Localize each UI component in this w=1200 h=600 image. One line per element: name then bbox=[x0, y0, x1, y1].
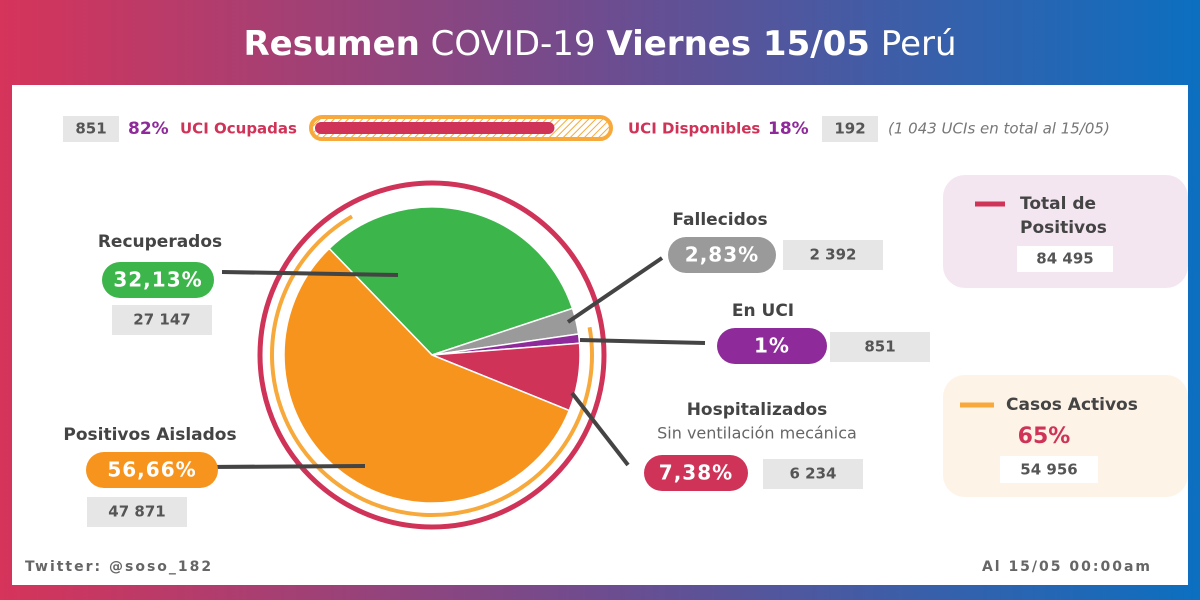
uci-available: 192 bbox=[834, 120, 865, 138]
uci-occupied-label: UCI Ocupadas bbox=[180, 120, 297, 138]
card-value: 54 956 bbox=[1020, 461, 1077, 479]
box bbox=[822, 116, 878, 142]
footer-left: Twitter: @soso_182 bbox=[25, 559, 213, 575]
pie-slice bbox=[283, 247, 571, 504]
title-bold: Resumen bbox=[243, 24, 419, 64]
count-label: 47 871 bbox=[108, 503, 165, 521]
uci-occupied: 851 bbox=[75, 120, 106, 138]
card-label: Positivos bbox=[1020, 218, 1107, 238]
count-box bbox=[830, 332, 930, 362]
leader-line bbox=[566, 256, 664, 324]
date: Viernes 15/05 bbox=[606, 24, 870, 64]
uci-available-label: UCI Disponibles bbox=[628, 120, 760, 138]
category-label: Fallecidos bbox=[672, 210, 767, 230]
pill bbox=[102, 262, 214, 298]
card-label: Total de bbox=[1020, 194, 1096, 214]
annotation: Sin ventilación mecánica bbox=[657, 424, 857, 443]
pill bbox=[717, 328, 827, 364]
uci-available-pct: 18% bbox=[768, 119, 809, 139]
count-label: 851 bbox=[864, 338, 895, 356]
card-value: 84 495 bbox=[1036, 250, 1093, 268]
value-label: 2,83% bbox=[685, 243, 759, 267]
category-label: Positivos Aislados bbox=[63, 425, 236, 445]
count-box bbox=[87, 497, 187, 527]
category-label: Hospitalizados bbox=[687, 400, 828, 420]
count-box bbox=[783, 240, 883, 270]
leader-line bbox=[221, 270, 399, 277]
uci-occupied-bar bbox=[315, 122, 555, 134]
value-label: 32,13% bbox=[113, 268, 202, 292]
uci-note: (1 043 UCIs en total al 15/05) bbox=[888, 120, 1110, 138]
leader-line bbox=[204, 464, 366, 469]
box bbox=[1017, 246, 1113, 272]
title: Resumen COVID-19 Viernes 15/05 Perú bbox=[243, 24, 956, 64]
count-label: 27 147 bbox=[133, 311, 190, 329]
category-label: Recuperados bbox=[98, 232, 222, 252]
pie-slice bbox=[328, 206, 574, 356]
pill bbox=[668, 237, 776, 273]
inner-arc bbox=[270, 214, 594, 517]
card-label: Casos Activos bbox=[1006, 395, 1138, 415]
title-light: COVID-19 bbox=[431, 24, 596, 64]
value-label: 1% bbox=[754, 334, 790, 358]
category-label: En UCI bbox=[732, 301, 794, 321]
uci-occupied-pct: 82% bbox=[128, 119, 169, 139]
country: Perú bbox=[881, 24, 957, 64]
leader-line bbox=[579, 338, 706, 345]
count-label: 2 392 bbox=[810, 246, 857, 264]
value-label: 56,66% bbox=[107, 458, 196, 482]
card-pct: 65% bbox=[1018, 424, 1071, 449]
pill bbox=[644, 455, 748, 491]
count-box bbox=[763, 459, 863, 489]
box bbox=[63, 116, 119, 142]
footer-right: Al 15/05 00:00am bbox=[982, 559, 1152, 575]
value-label: 7,38% bbox=[659, 461, 733, 485]
pill bbox=[86, 452, 218, 488]
count-label: 6 234 bbox=[790, 465, 837, 483]
outer-ring bbox=[257, 180, 607, 530]
count-box bbox=[112, 305, 212, 335]
box bbox=[1000, 456, 1098, 483]
leader-line bbox=[570, 391, 630, 467]
